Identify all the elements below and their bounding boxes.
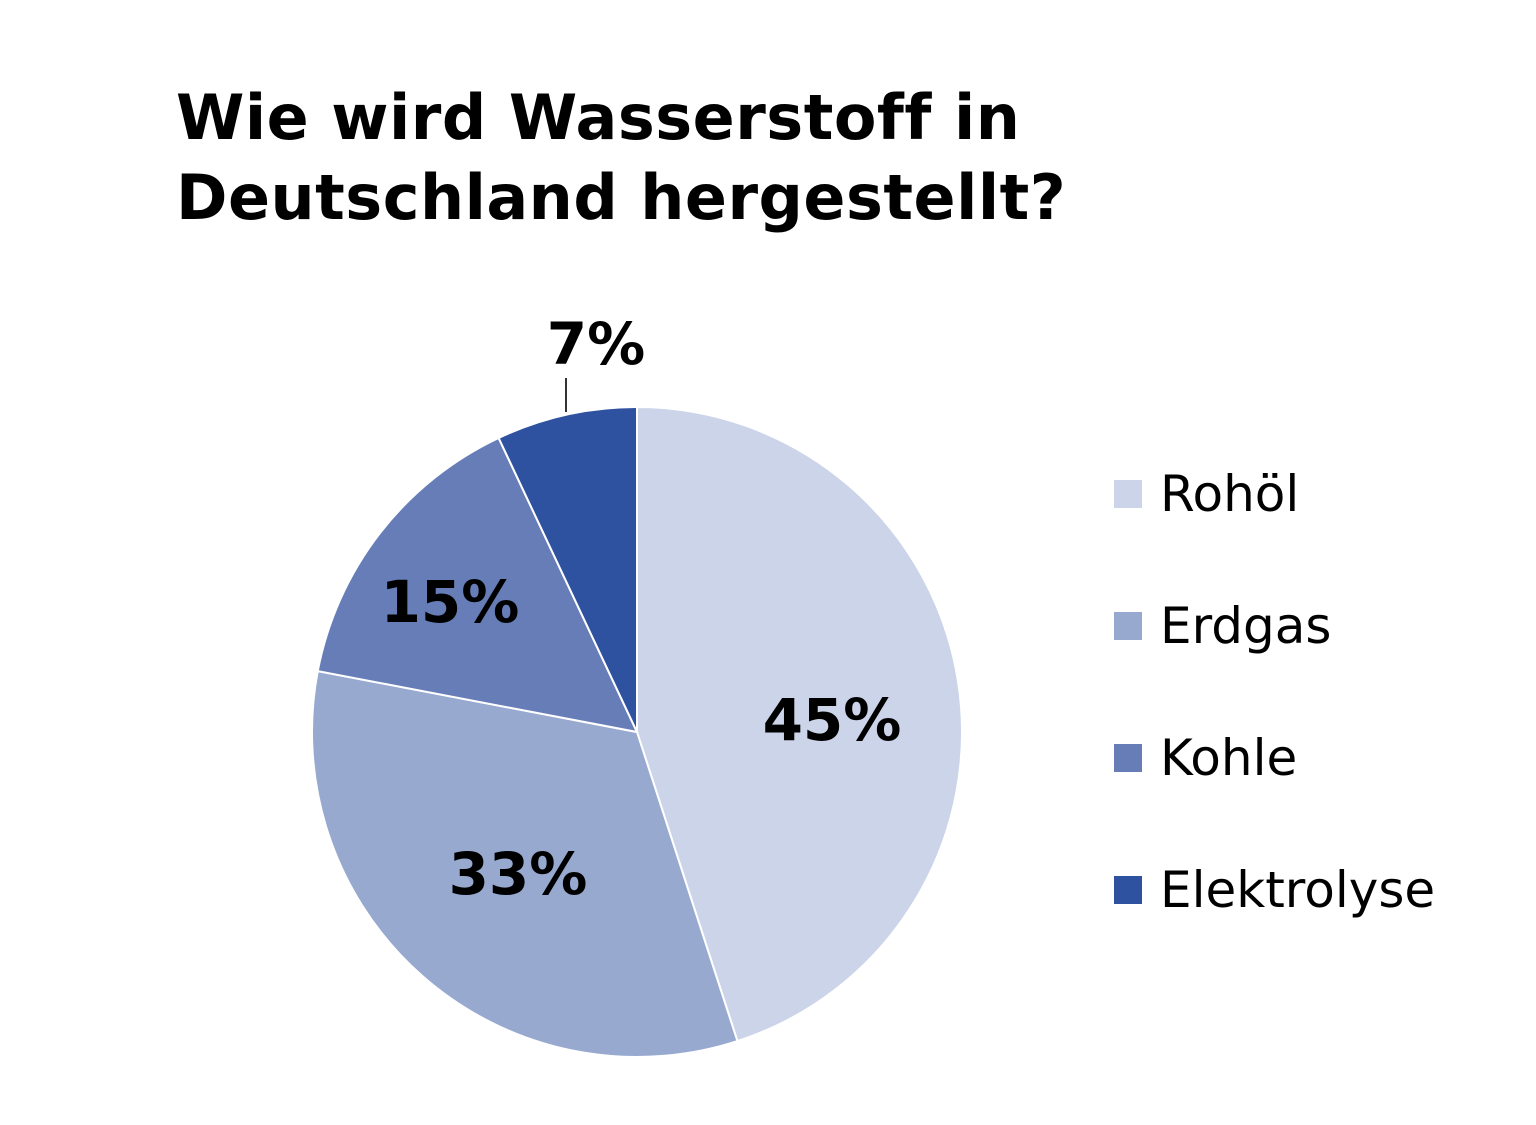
legend-swatch-elektrolyse xyxy=(1114,876,1142,904)
pie-slices xyxy=(311,405,963,1058)
chart-title-line-2: Deutschland hergestellt? xyxy=(176,161,1067,234)
legend-label: Rohöl xyxy=(1160,465,1300,523)
legend: Rohöl Erdgas Kohle Elektrolyse xyxy=(1114,428,1435,956)
legend-swatch-rohoel xyxy=(1114,480,1142,508)
data-label-rohoel: 45% xyxy=(763,686,902,754)
data-label-kohle: 15% xyxy=(381,568,520,636)
legend-item-kohle: Kohle xyxy=(1114,692,1435,824)
pie-slice-erdgas xyxy=(311,669,739,1058)
pie-slice-elektrolyse xyxy=(497,405,638,733)
legend-item-rohoel: Rohöl xyxy=(1114,428,1435,560)
pie-slice-kohle xyxy=(316,436,639,734)
chart-title-line-1: Wie wird Wasserstoff in xyxy=(176,81,1021,154)
data-label-elektrolyse: 7% xyxy=(547,310,645,378)
legend-swatch-erdgas xyxy=(1114,612,1142,640)
legend-label: Elektrolyse xyxy=(1160,861,1436,919)
chart-title: Wie wird Wasserstoff in Deutschland herg… xyxy=(176,78,1066,238)
legend-item-erdgas: Erdgas xyxy=(1114,560,1435,692)
legend-item-elektrolyse: Elektrolyse xyxy=(1114,824,1435,956)
legend-swatch-kohle xyxy=(1114,744,1142,772)
pie-slice-rohoel xyxy=(636,405,963,1043)
legend-label: Erdgas xyxy=(1160,597,1332,655)
data-label-erdgas: 33% xyxy=(449,840,588,908)
legend-label: Kohle xyxy=(1160,729,1298,787)
